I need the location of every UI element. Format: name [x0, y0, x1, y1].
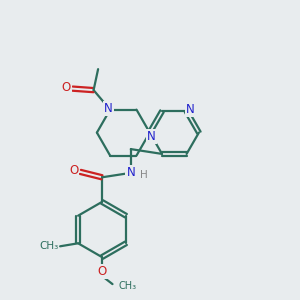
Text: O: O [98, 265, 106, 278]
Text: N: N [147, 130, 156, 143]
Text: H: H [140, 170, 147, 180]
Text: N: N [186, 103, 195, 116]
Text: N: N [104, 102, 113, 115]
Text: O: O [69, 164, 78, 177]
Text: O: O [61, 81, 70, 94]
Text: N: N [126, 166, 135, 179]
Text: CH₃: CH₃ [39, 241, 58, 251]
Text: CH₃: CH₃ [118, 281, 136, 291]
